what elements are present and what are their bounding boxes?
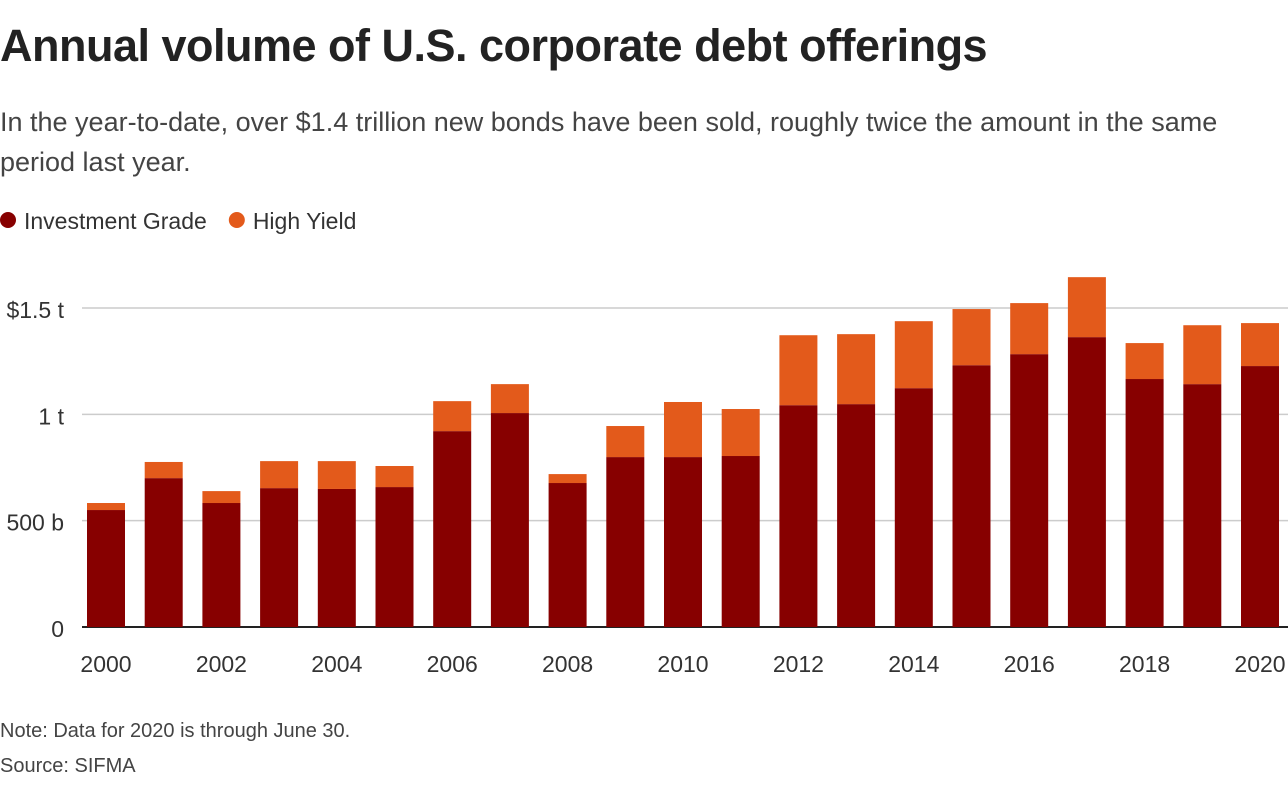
bar-segment (1067, 337, 1106, 627)
y-tick-label: 0 (51, 616, 64, 642)
x-tick-label: 2010 (657, 651, 708, 677)
bar-segment (87, 510, 125, 627)
bar-segment (1067, 277, 1106, 338)
bar-segment (894, 321, 933, 389)
bar-segment (490, 413, 529, 627)
legend-marker (0, 212, 16, 228)
bar-segment (490, 384, 529, 414)
bar-segment (317, 488, 356, 627)
bar-segment (548, 483, 587, 627)
bar-segment (952, 309, 991, 366)
bar-segment (664, 401, 702, 458)
bar-segment (1010, 303, 1049, 355)
bar-segment (894, 388, 933, 627)
bar-segment (664, 457, 702, 627)
bar-segment (202, 491, 241, 504)
bar-segment (1010, 354, 1049, 627)
bar-segment (837, 334, 876, 405)
x-tick-label: 2002 (196, 651, 247, 677)
legend-label: Investment Grade (24, 208, 207, 234)
chart-subtitle: In the year-to-date, over $1.4 trillion … (0, 107, 1218, 177)
x-tick-label: 2006 (427, 651, 478, 677)
bar-segment (779, 405, 818, 627)
source: Source: SIFMA (0, 755, 136, 777)
bar-segment (375, 487, 414, 627)
bar-segment (1241, 366, 1279, 627)
bar-segment (1125, 343, 1164, 380)
x-tick-label: 2000 (80, 651, 131, 677)
x-tick-label: 2012 (773, 651, 824, 677)
bar-segment (202, 503, 241, 627)
bar-segment (721, 456, 760, 627)
y-tick-label: 1 t (38, 403, 64, 429)
bar-segment (1183, 384, 1222, 627)
bar-segment (375, 466, 414, 488)
y-tick-label: 500 b (6, 510, 64, 536)
bar-segment (721, 409, 760, 457)
bar-segment (433, 401, 472, 432)
x-tick-label: 2018 (1119, 651, 1170, 677)
legend-label: High Yield (253, 208, 357, 234)
bar-segment (606, 426, 645, 458)
bar-segment (837, 404, 876, 627)
note: Note: Data for 2020 is through June 30. (0, 720, 351, 742)
bar-segment (260, 488, 299, 627)
bar-segment (144, 461, 183, 479)
bar-segment (1241, 323, 1279, 367)
bar-segment (606, 457, 645, 627)
x-tick-label: 2014 (888, 651, 939, 677)
bar-segment (433, 431, 472, 627)
y-tick-label: $1.5 t (6, 297, 64, 323)
bar-segment (317, 461, 356, 489)
bar-segment (1183, 325, 1222, 385)
bar-segment (87, 503, 125, 511)
bar-segment (1125, 379, 1164, 627)
x-tick-label: 2016 (1004, 651, 1055, 677)
bar-segment (779, 335, 818, 406)
bar-segment (548, 474, 587, 484)
x-tick-label: 2004 (311, 651, 362, 677)
x-tick-label: 2020 (1234, 651, 1285, 677)
legend-marker (228, 212, 245, 228)
bar-segment (144, 478, 183, 627)
chart-title: Annual volume of U.S. corporate debt off… (0, 20, 988, 71)
bar-segment (260, 461, 299, 489)
x-tick-label: 2008 (542, 651, 593, 677)
bar-segment (952, 365, 991, 627)
